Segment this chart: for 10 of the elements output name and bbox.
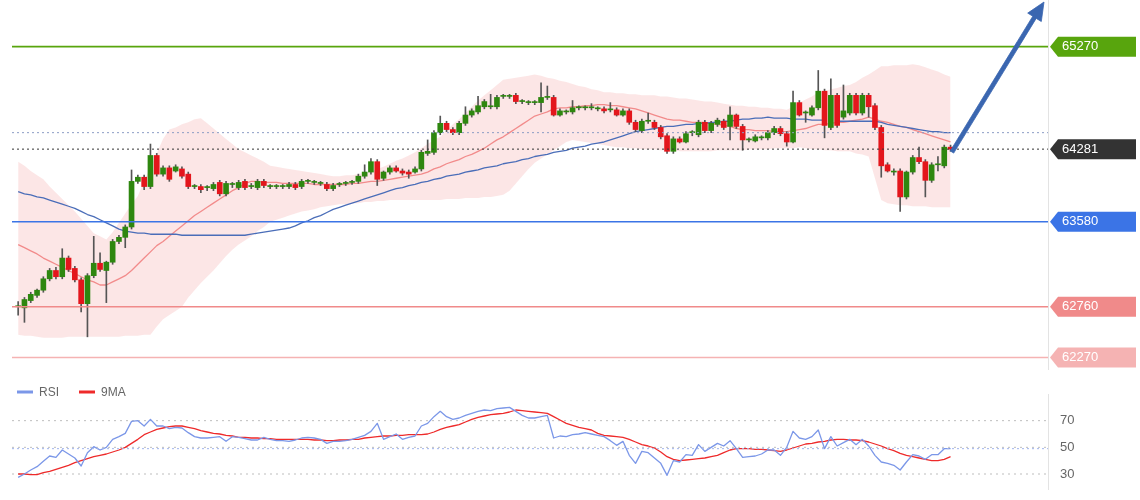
legend-label: RSI: [39, 385, 60, 400]
y-tick-label: 62760: [1062, 298, 1099, 314]
y-tick-label: 65270: [1062, 38, 1099, 54]
y-tick-label: 70: [1060, 412, 1075, 428]
y-tick-label: 63580: [1062, 213, 1099, 229]
legend-label: 9MA: [101, 385, 126, 400]
y-tick-label: 64281: [1062, 140, 1099, 156]
y-tick-label: 30: [1060, 465, 1075, 481]
y-tick-label: 62270: [1062, 349, 1099, 365]
y-tick-label: 50: [1060, 438, 1075, 454]
